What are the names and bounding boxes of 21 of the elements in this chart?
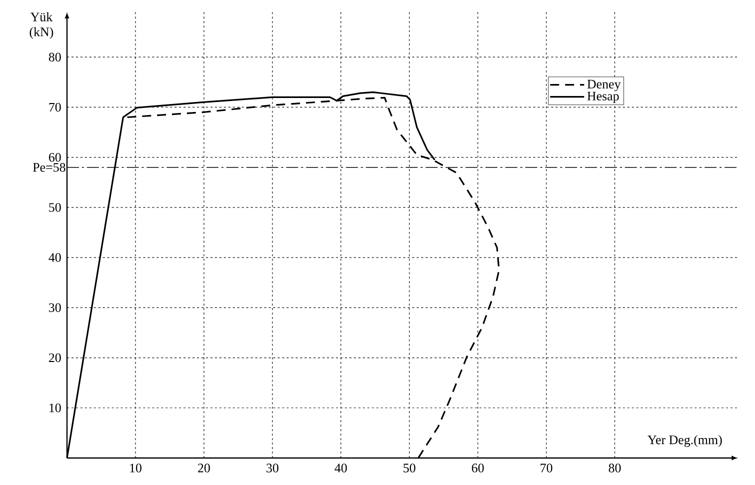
y-tick-label: 70 bbox=[49, 102, 61, 112]
y-tick-label: 80 bbox=[48, 52, 61, 62]
y-tick-label: 10 bbox=[50, 404, 61, 412]
y-tick-label: 20 bbox=[48, 353, 61, 362]
y-tick-label: 60 bbox=[48, 152, 61, 162]
y-axis-title: Yük (kN) bbox=[30, 12, 54, 39]
legend-label: Deney bbox=[587, 80, 621, 92]
y-tick-label: 30 bbox=[49, 303, 61, 312]
x-tick-label: 50 bbox=[404, 464, 416, 472]
x-axis-title: Yer Deg.(mm) bbox=[648, 435, 722, 447]
y-tick-label: 50 bbox=[49, 203, 61, 212]
y-tick-label: 40 bbox=[48, 253, 61, 262]
ref-line-label: Pe=58 bbox=[32, 162, 66, 172]
legend-label: Hesap bbox=[587, 92, 619, 104]
x-tick-label: 20 bbox=[198, 464, 210, 472]
x-tick-label: 80 bbox=[608, 464, 621, 472]
x-tick-label: 10 bbox=[130, 464, 142, 472]
x-tick-label: 40 bbox=[334, 464, 347, 472]
x-tick-label: 60 bbox=[472, 464, 484, 472]
x-tick-label: 30 bbox=[266, 464, 278, 472]
x-tick-label: 70 bbox=[540, 464, 552, 472]
